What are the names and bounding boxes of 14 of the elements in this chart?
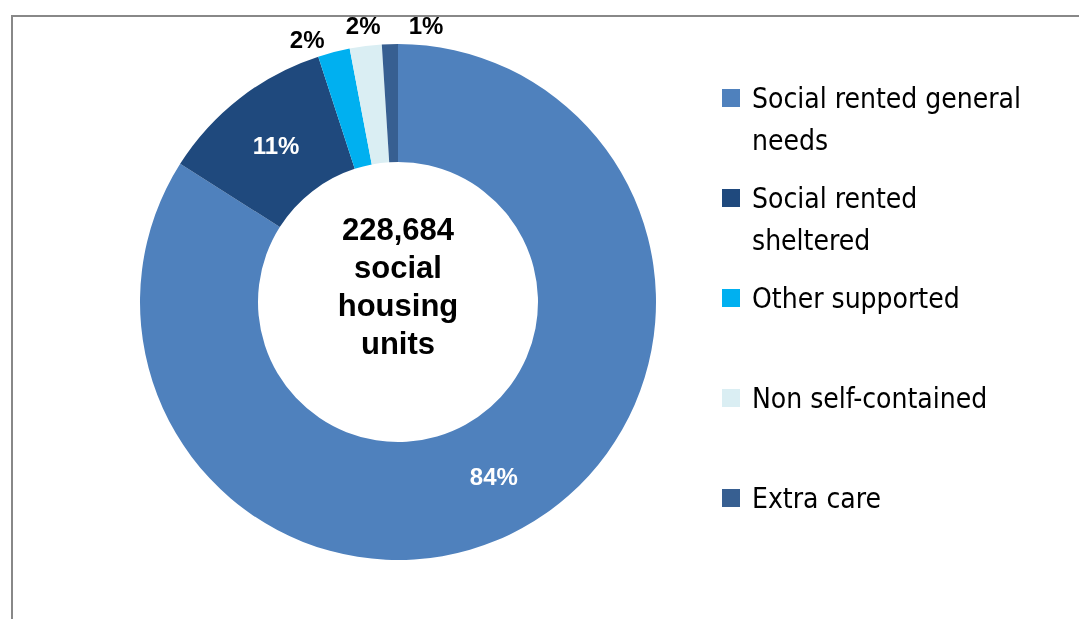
donut-slice <box>318 48 372 169</box>
legend-label: Extra care <box>752 482 881 515</box>
data-label: 2% <box>289 26 325 53</box>
legend-label: Other supported <box>752 282 960 315</box>
donut-slice <box>381 44 398 163</box>
data-label: 2% <box>345 12 381 39</box>
donut-slice <box>349 44 390 165</box>
legend-label: Social rented sheltered <box>752 182 918 257</box>
legend-label: Social rented general needs <box>752 82 1022 157</box>
data-label: 84% <box>469 463 518 491</box>
text: 228,684 social housing units <box>337 212 459 361</box>
data-label: 11% <box>252 131 300 159</box>
legend-label: Non self-contained <box>752 382 988 415</box>
data-label: 1% <box>408 12 444 39</box>
